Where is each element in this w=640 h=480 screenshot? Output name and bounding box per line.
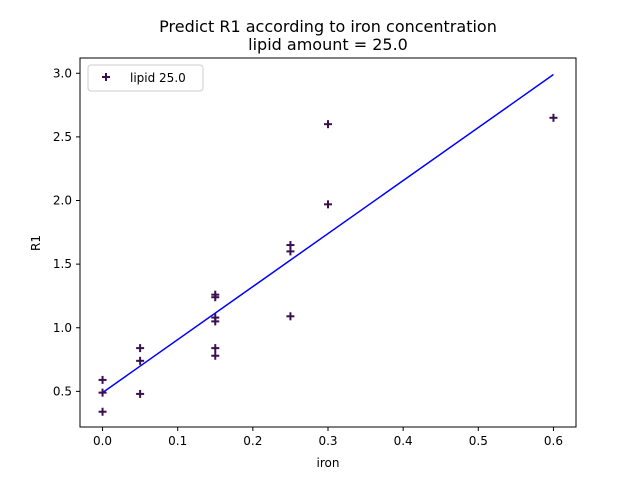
data-point xyxy=(286,247,295,256)
x-tick-label: 0.4 xyxy=(394,434,413,448)
chart-title: Predict R1 according to iron concentrati… xyxy=(159,17,497,36)
data-point xyxy=(98,388,107,397)
chart-subtitle: lipid amount = 25.0 xyxy=(248,35,408,54)
data-point xyxy=(98,407,107,416)
legend-label: lipid 25.0 xyxy=(130,71,186,85)
y-tick-label: 3.0 xyxy=(53,66,72,80)
data-point xyxy=(211,293,220,302)
data-point xyxy=(286,312,295,321)
data-point xyxy=(136,389,145,398)
x-tick-label: 0.0 xyxy=(93,434,112,448)
points-layer xyxy=(98,113,558,416)
data-point xyxy=(549,113,558,122)
data-point xyxy=(136,356,145,365)
x-tick-label: 0.2 xyxy=(243,434,262,448)
regression-line xyxy=(102,73,554,394)
x-tick-label: 0.5 xyxy=(469,434,488,448)
x-tick-label: 0.6 xyxy=(544,434,563,448)
data-point xyxy=(98,375,107,384)
y-tick-label: 0.5 xyxy=(53,384,72,398)
y-tick-label: 1.0 xyxy=(53,321,72,335)
x-tick-label: 0.1 xyxy=(168,434,187,448)
y-tick-label: 1.5 xyxy=(53,257,72,271)
y-tick-label: 2.0 xyxy=(53,194,72,208)
x-axis-label: iron xyxy=(317,456,340,470)
legend: lipid 25.0 xyxy=(87,64,204,92)
legend-plus-icon xyxy=(102,73,110,81)
y-axis-label: R1 xyxy=(29,235,43,251)
data-point xyxy=(136,344,145,353)
y-tick-label: 2.5 xyxy=(53,130,72,144)
legend-marker-plus xyxy=(102,73,110,81)
y-axis: 0.5 1.0 1.5 2.0 2.5 3.0 xyxy=(53,66,80,398)
fit-line-layer xyxy=(102,73,554,394)
x-tick-label: 0.3 xyxy=(318,434,337,448)
x-axis: 0.0 0.1 0.2 0.3 0.4 0.5 0.6 xyxy=(93,427,563,448)
data-point xyxy=(324,120,332,129)
data-point xyxy=(324,200,332,209)
data-point xyxy=(211,317,220,326)
data-point xyxy=(211,344,220,353)
legend-box xyxy=(87,64,204,92)
data-point xyxy=(211,351,220,360)
